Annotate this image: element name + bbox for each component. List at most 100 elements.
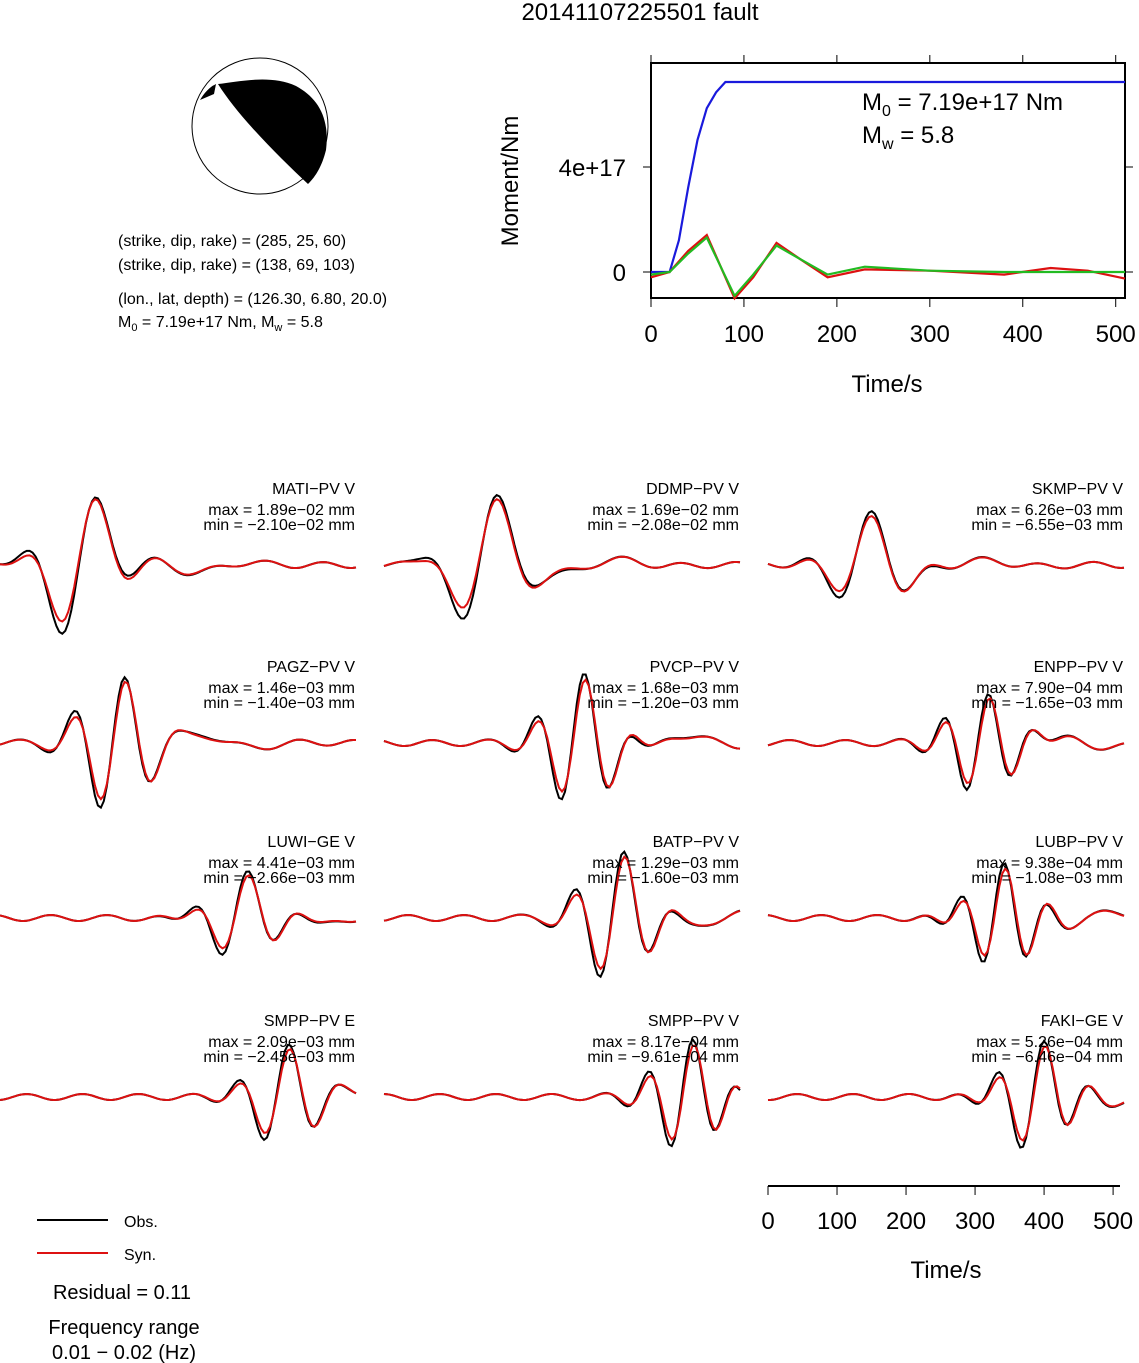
- station-max: max = 5.26e−04 mm: [976, 1034, 1123, 1051]
- station-min: min = −1.65e−03 mm: [971, 695, 1123, 712]
- beachball: [191, 57, 329, 195]
- frequency-range-value: 0.01 − 0.02 (Hz): [52, 1342, 196, 1363]
- station-max: max = 1.29e−03 mm: [592, 855, 739, 872]
- station-min: min = −1.40e−03 mm: [203, 695, 355, 712]
- m0-value: = 7.19e+17 Nm, M: [137, 314, 274, 331]
- m0-symbol: M: [118, 314, 131, 331]
- waveform-syn: [767, 514, 1125, 593]
- moment-mw-label: Mw = 5.8: [862, 122, 954, 153]
- moment-mw-sub: w: [881, 136, 894, 153]
- waveform-xtick-label: 500: [1093, 1208, 1133, 1235]
- station-max: max = 7.90e−04 mm: [976, 680, 1123, 697]
- station-min: min = −1.60e−03 mm: [587, 870, 739, 887]
- station-min: min = −1.08e−03 mm: [971, 870, 1123, 887]
- station-name: SMPP−PV V: [648, 1013, 739, 1030]
- residual-label: Residual = 0.11: [53, 1282, 191, 1304]
- waveform-syn: [0, 680, 356, 801]
- waveform-xtick-label: 100: [817, 1208, 857, 1235]
- legend-syn-label: Syn.: [124, 1247, 156, 1264]
- station-min: min = −2.08e−02 mm: [587, 517, 739, 534]
- station-name: FAKI−GE V: [1041, 1013, 1124, 1030]
- station-min: min = −9.61e−04 mm: [587, 1049, 739, 1066]
- station-max: max = 2.09e−03 mm: [208, 1034, 355, 1051]
- station-name: ENPP−PV V: [1034, 659, 1124, 676]
- station-name: SKMP−PV V: [1032, 481, 1123, 498]
- frequency-range-label: Frequency range: [48, 1317, 199, 1339]
- station-max: max = 9.38e−04 mm: [976, 855, 1123, 872]
- station-min: min = −1.20e−03 mm: [587, 695, 739, 712]
- page-title: 20141107225501 fault: [521, 0, 758, 26]
- station-name: BATP−PV V: [653, 834, 740, 851]
- station-name: DDMP−PV V: [646, 481, 739, 498]
- moment-m0-sub: 0: [882, 103, 891, 120]
- waveform-syn: [383, 1044, 741, 1141]
- moment-xtick-label: 0: [644, 321, 657, 348]
- waveform-xtick-label: 300: [955, 1208, 995, 1235]
- waveform-syn: [383, 677, 741, 794]
- station-min: min = −6.55e−03 mm: [971, 517, 1123, 534]
- waveform-syn: [0, 1048, 357, 1134]
- waveform-xlabel: Time/s: [910, 1257, 981, 1284]
- waveform-xtick-label: 200: [886, 1208, 926, 1235]
- moment-ytick-0: 0: [613, 260, 626, 287]
- mw-value: = 5.8: [282, 314, 323, 331]
- legend: Obs. Syn.: [37, 1214, 158, 1264]
- station-max: max = 8.17e−04 mm: [592, 1034, 739, 1051]
- moment-mw-value: = 5.8: [894, 122, 955, 149]
- moment-series-0: [651, 80, 1125, 274]
- moment-y-axis: 0 4e+17: [559, 155, 1133, 287]
- moment-xtick-label: 500: [1096, 321, 1136, 348]
- station-name: PAGZ−PV V: [267, 659, 356, 676]
- station-max: max = 4.41e−03 mm: [208, 855, 355, 872]
- legend-obs-label: Obs.: [124, 1214, 158, 1231]
- station-name: SMPP−PV E: [264, 1013, 355, 1030]
- station-max: max = 1.68e−03 mm: [592, 680, 739, 697]
- moment-xtick-label: 300: [910, 321, 950, 348]
- station-max: max = 1.89e−02 mm: [208, 502, 355, 519]
- moment-rate-chart: 0 100 200 300 400 500 0 4e+17 Moment/Nm Time/…: [497, 55, 1136, 398]
- m0-subscript: 0: [131, 322, 137, 334]
- waveform-syn: [767, 866, 1125, 958]
- mechanism-line-3: (lon., lat, depth) = (126.30, 6.80, 20.0…: [118, 291, 387, 308]
- station-min: min = −6.46e−04 mm: [971, 1049, 1123, 1066]
- moment-chart-frame: [650, 62, 1126, 299]
- station-name: LUBP−PV V: [1035, 834, 1123, 851]
- waveform-xtick-label: 400: [1024, 1208, 1064, 1235]
- waveform-syn: [383, 498, 741, 609]
- mechanism-moment-line: M0 = 7.19e+17 Nm, Mw = 5.8: [118, 314, 323, 334]
- station-max: max = 6.26e−03 mm: [976, 502, 1123, 519]
- station-name: PVCP−PV V: [650, 659, 740, 676]
- station-name: MATI−PV V: [272, 481, 355, 498]
- moment-series-2: [650, 235, 1125, 298]
- station-max: max = 1.69e−02 mm: [592, 502, 739, 519]
- waveform-syn: [767, 697, 1125, 784]
- moment-m0-label: M0 = 7.19e+17 Nm: [862, 89, 1063, 120]
- station-max: max = 1.46e−03 mm: [208, 680, 355, 697]
- moment-xlabel: Time/s: [851, 371, 922, 398]
- waveform-time-axis: 0 100 200 300 400 500: [761, 1185, 1133, 1235]
- moment-xtick-label: 400: [1003, 321, 1043, 348]
- moment-x-axis: 0 100 200 300 400 500: [644, 55, 1136, 348]
- mw-subscript: w: [273, 322, 282, 334]
- moment-xtick-label: 200: [817, 321, 857, 348]
- waveform-syn: [767, 1045, 1125, 1142]
- waveform-syn: [0, 874, 357, 950]
- mechanism-line-1: (strike, dip, rake) = (285, 25, 60): [118, 233, 346, 250]
- waveform-syn: [0, 498, 357, 623]
- station-min: min = −2.66e−03 mm: [203, 870, 355, 887]
- moment-m0-value: = 7.19e+17 Nm: [891, 89, 1063, 116]
